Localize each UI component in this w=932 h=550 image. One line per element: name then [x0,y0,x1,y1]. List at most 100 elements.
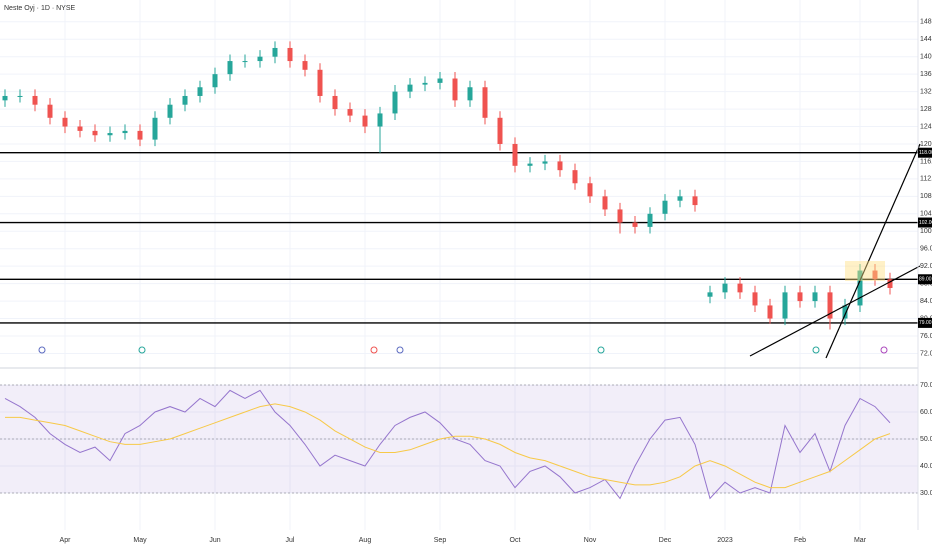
y-tick-label: 96.00 [920,246,932,253]
candle-body [77,126,83,131]
y-tick-label: 124.00 [920,123,932,130]
candle-body [872,270,878,280]
candle-body [542,161,548,164]
y-tick-label: 144.00 [920,36,932,43]
y-tick-label: 72.00 [920,350,932,357]
y-tick-label: 112.00 [920,176,932,183]
candle-body [212,74,218,88]
x-tick-label: Dec [659,537,672,544]
rsi-line [4,389,891,500]
y-tick-label: 50.00 [920,436,932,443]
candle-body [182,95,188,105]
x-tick-label: Mar [854,537,867,544]
x-tick-label: Nov [584,537,597,544]
y-tick-label: 108.00 [920,193,932,200]
candle-body [572,170,578,184]
candle-body [332,95,338,110]
candle-body [257,56,263,62]
candle-body [527,163,533,166]
candle-body [887,279,893,288]
event-icons [38,346,888,354]
event-icon [812,346,820,354]
candle-body [377,113,383,127]
candle-body [17,95,23,97]
candle-body [2,95,8,101]
candle-body [557,161,563,171]
event-icon [880,346,888,354]
x-tick-label: May [133,537,147,544]
x-tick-label: Jun [209,537,220,544]
candle-body [767,305,773,319]
candle-body [812,292,818,302]
candle-body [362,115,368,127]
candle-body [62,117,68,127]
candle-body [452,78,458,101]
y-tick-label: 40.00 [920,463,932,470]
y-tick-label: 136.00 [920,71,932,78]
candle-body [677,196,683,201]
level-label: 118.00 [919,150,932,156]
trend-line [749,265,921,357]
candle-body [407,84,413,92]
event-icon [138,346,146,354]
y-tick-label: 140.00 [920,54,932,61]
candle-body [587,183,593,197]
candle-body [107,133,113,136]
x-tick-label: Oct [510,537,521,544]
candle-body [602,196,608,210]
candle-body [242,61,248,63]
event-icon [370,346,378,354]
candle-body [347,109,353,116]
x-tick-label: Jul [286,537,295,544]
x-tick-label: Sep [434,537,447,544]
y-tick-label: 92.00 [920,263,932,270]
y-tick-label: 132.00 [920,88,932,95]
y-tick-label: 30.00 [920,490,932,497]
candle-body [707,292,713,297]
y-tick-label: 76.00 [920,333,932,340]
y-tick-label: 100.00 [920,228,932,235]
rsi-line [5,403,891,489]
trend-line [825,143,921,359]
candle-body [647,213,653,227]
event-icon [597,346,605,354]
y-tick-label: 70.00 [920,382,932,389]
event-icon [396,346,404,354]
candle-body [272,47,278,57]
candle-body [287,47,293,62]
y-tick-label: 148.00 [920,19,932,26]
candle-body [857,270,863,306]
candle-body [482,87,488,118]
candle-body [227,61,233,75]
candle-body [152,117,158,140]
candle-body [797,292,803,302]
event-icon [38,346,46,354]
candle-body [392,91,398,114]
candle-body [632,222,638,227]
candle-body [92,130,98,136]
candle-body [497,117,503,144]
candle-body [617,209,623,223]
level-label-box [918,217,932,228]
candle-body [737,283,743,293]
candle-body [422,82,428,85]
chart-title: Neste Oyj · 1D · NYSE [4,5,76,12]
candle-body [512,143,518,166]
rsi-band [0,384,918,494]
highlight-box [845,261,885,281]
candle-body [827,292,833,319]
level-label: 79.00 [919,320,932,326]
candle-body [167,104,173,118]
candle-body [437,78,443,83]
candle-body [662,200,668,214]
y-tick-label: 84.00 [920,298,932,305]
candle-body [302,61,308,70]
candle-body [722,283,728,293]
candle-body [122,130,128,134]
level-label-box [918,147,932,158]
marks [0,41,918,500]
y-tick-label: 120.00 [920,141,932,148]
candle-body [692,196,698,206]
candle-body [752,292,758,306]
level-label: 102.00 [919,220,932,226]
